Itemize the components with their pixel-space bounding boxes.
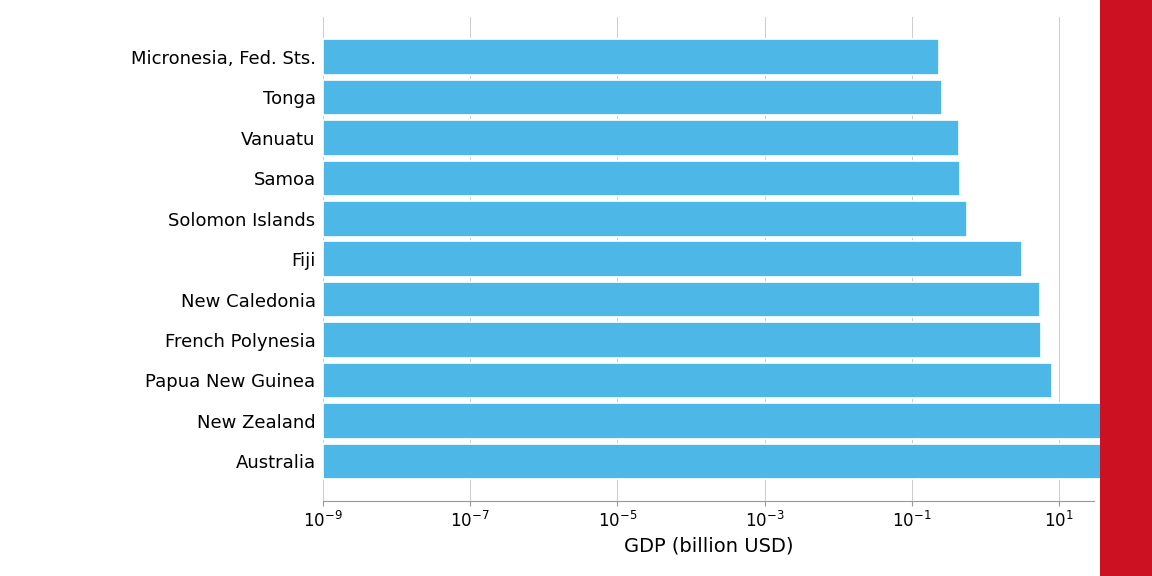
Bar	[323, 161, 960, 196]
Bar	[323, 39, 939, 75]
Bar	[323, 363, 1053, 398]
Bar	[323, 241, 1022, 277]
Bar	[323, 201, 967, 237]
Bar	[323, 444, 1152, 479]
X-axis label: GDP (billion USD): GDP (billion USD)	[623, 536, 794, 555]
Bar	[323, 322, 1041, 358]
Bar	[323, 282, 1040, 317]
Bar	[323, 120, 960, 156]
Bar	[323, 79, 942, 115]
Bar	[323, 403, 1140, 439]
Text: bad: bad	[1098, 29, 1152, 57]
